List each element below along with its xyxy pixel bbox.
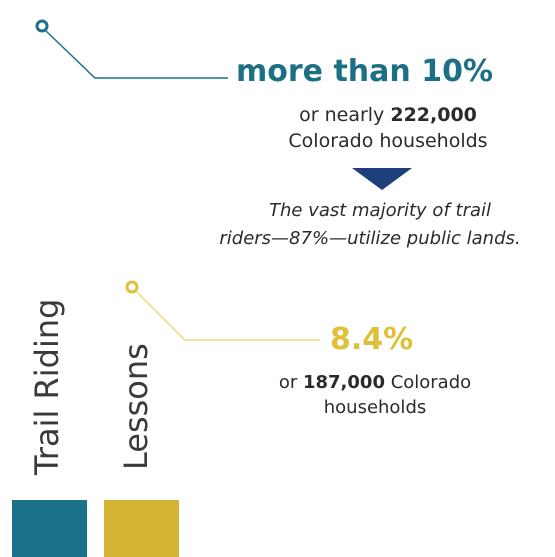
public-lands-note-line1: The vast majority of trail [268, 200, 491, 221]
lessons-label: Lessons [117, 343, 155, 470]
trail-riding-callout-dot [35, 19, 49, 33]
trail-riding-number: 222,000 [390, 104, 477, 126]
lessons-number: 187,000 [302, 372, 385, 393]
lessons-households-line: or 187,000 Colorado [240, 372, 510, 393]
trail-riding-households-line: or nearly 222,000 [238, 104, 538, 126]
lessons-headline: 8.4% [330, 322, 414, 357]
down-arrow-icon [352, 168, 412, 190]
trail-riding-label: Trail Riding [28, 298, 66, 475]
trail-riding-households-label: Colorado households [288, 130, 488, 152]
trail-riding-callout-line [45, 30, 228, 79]
trail-riding-color-swatch [12, 500, 87, 557]
lessons-callout-dot [125, 280, 139, 294]
lessons-households-label: households [323, 397, 427, 418]
lessons-color-swatch [104, 500, 179, 557]
trail-riding-prefix: or nearly [299, 104, 391, 126]
lessons-suffix: Colorado [384, 372, 472, 393]
lessons-callout-line [136, 291, 320, 341]
lessons-prefix: or [278, 372, 303, 393]
trail-riding-headline: more than 10% [236, 54, 494, 89]
public-lands-note-line2: riders—87%—utilize public lands. [219, 228, 521, 249]
